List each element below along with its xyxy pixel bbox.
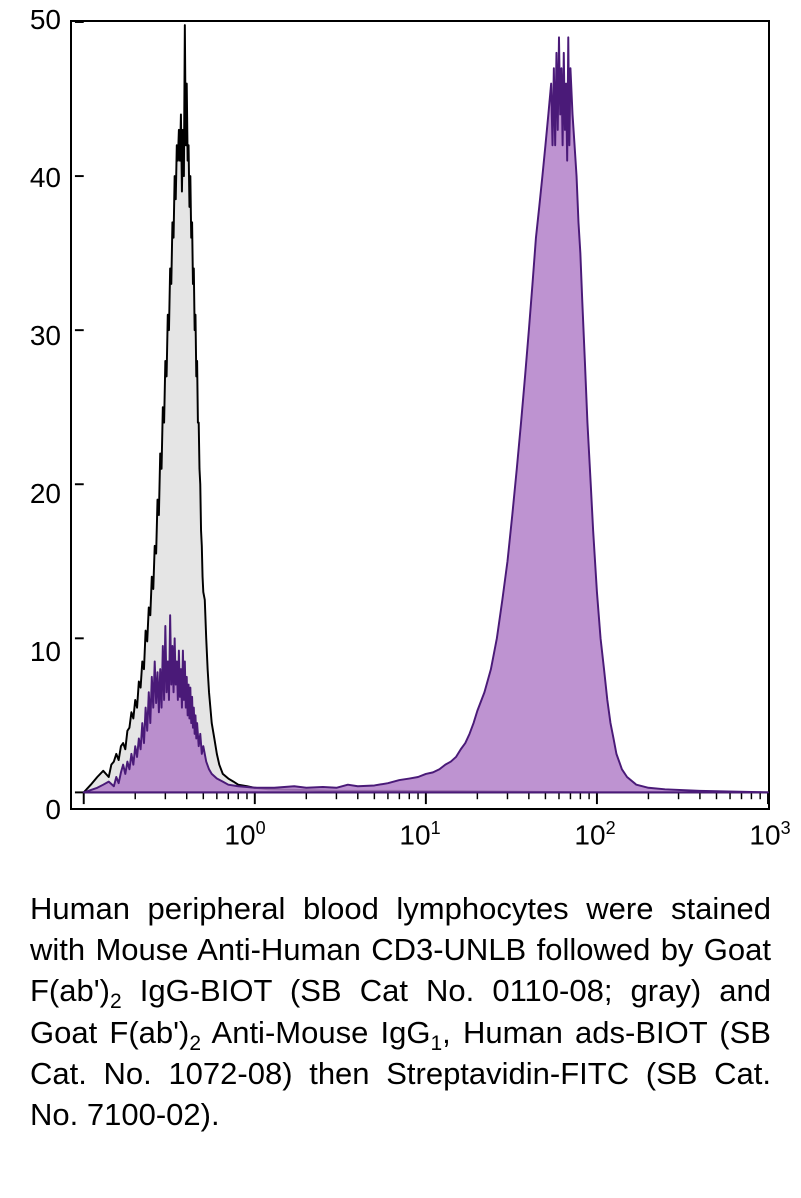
x-tick-label: 102 xyxy=(574,818,615,851)
y-tick-label: 10 xyxy=(6,636,61,668)
caption-subscript: 2 xyxy=(110,991,122,1014)
y-tick-label: 20 xyxy=(6,478,61,510)
y-tick-label: 50 xyxy=(6,4,61,36)
plot-svg xyxy=(72,22,768,808)
figure-caption: Human peripheral blood lymphocytes were … xyxy=(0,870,801,1135)
caption-subscript: 2 xyxy=(189,1032,201,1055)
y-tick-label: 0 xyxy=(6,794,61,826)
y-tick-label: 30 xyxy=(6,320,61,352)
x-tick-label: 101 xyxy=(399,818,440,851)
x-tick-label: 100 xyxy=(224,818,265,851)
caption-subscript: 1 xyxy=(430,1032,442,1055)
histogram-chart: 0 10 20 30 40 50 100 101 102 103 xyxy=(0,0,801,870)
plot-frame xyxy=(70,20,770,810)
x-tick-label: 103 xyxy=(749,818,790,851)
y-tick-label: 40 xyxy=(6,162,61,194)
